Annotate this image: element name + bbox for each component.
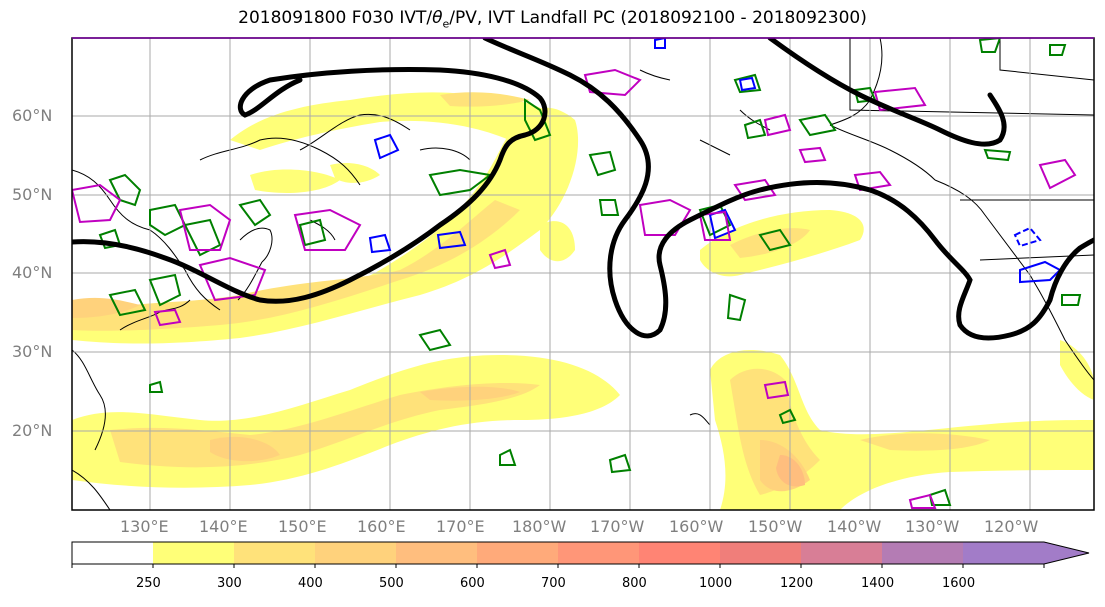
- landfall-contours: [72, 38, 1094, 341]
- lon-label: 170°W: [590, 517, 645, 536]
- colorbar-label: 600: [460, 576, 485, 591]
- lon-label: 130°E: [120, 517, 169, 536]
- colorbar-swatch: [477, 542, 558, 564]
- lon-label: 150°E: [278, 517, 327, 536]
- colorbar-swatch: [72, 542, 153, 564]
- lon-label: 160°E: [357, 517, 406, 536]
- colorbar-label: 700: [541, 576, 566, 591]
- lon-label: 170°E: [436, 517, 485, 536]
- colorbar-label: 800: [622, 576, 647, 591]
- colorbar-label: 500: [379, 576, 404, 591]
- colorbar-label: 1400: [861, 576, 895, 591]
- colorbar-outline: [71, 541, 1090, 565]
- colorbar-label: 1200: [780, 576, 814, 591]
- lat-label: 30°N: [12, 342, 53, 361]
- plot-title: 2018091800 F030 IVT/θe/PV, IVT Landfall …: [238, 8, 867, 31]
- colorbar-swatch: [720, 542, 801, 564]
- colorbar: [71, 541, 1090, 568]
- colorbar-swatch: [153, 542, 234, 564]
- colorbar-swatch: [396, 542, 477, 564]
- lon-label: 150°W: [748, 517, 803, 536]
- colorbar-swatch: [234, 542, 315, 564]
- colorbar-swatch: [882, 542, 963, 564]
- colorbar-label: 400: [298, 576, 323, 591]
- colorbar-swatch: [315, 542, 396, 564]
- graticule: [72, 38, 1094, 510]
- colorbar-label: 250: [136, 576, 161, 591]
- colorbar-swatch: [801, 542, 882, 564]
- colorbar-swatch: [639, 542, 720, 564]
- lon-label: 120°W: [984, 517, 1039, 536]
- colorbar-swatch: [558, 542, 639, 564]
- lon-label: 160°W: [669, 517, 724, 536]
- colorbar-label: 1000: [699, 576, 733, 591]
- colorbar-label: 300: [217, 576, 242, 591]
- colorbar-extend-arrow: [963, 542, 1089, 564]
- lon-label: 140°E: [199, 517, 248, 536]
- lon-label: 140°W: [827, 517, 882, 536]
- colorbar-label: 1600: [942, 576, 976, 591]
- lat-label: 40°N: [12, 263, 53, 282]
- lat-label: 20°N: [12, 421, 53, 440]
- ivt-shading: [72, 92, 1094, 510]
- lat-label: 50°N: [12, 185, 53, 204]
- lat-label: 60°N: [12, 106, 53, 125]
- lon-label: 130°W: [905, 517, 960, 536]
- lon-label: 180°W: [512, 517, 567, 536]
- pv-contours: [368, 38, 1062, 284]
